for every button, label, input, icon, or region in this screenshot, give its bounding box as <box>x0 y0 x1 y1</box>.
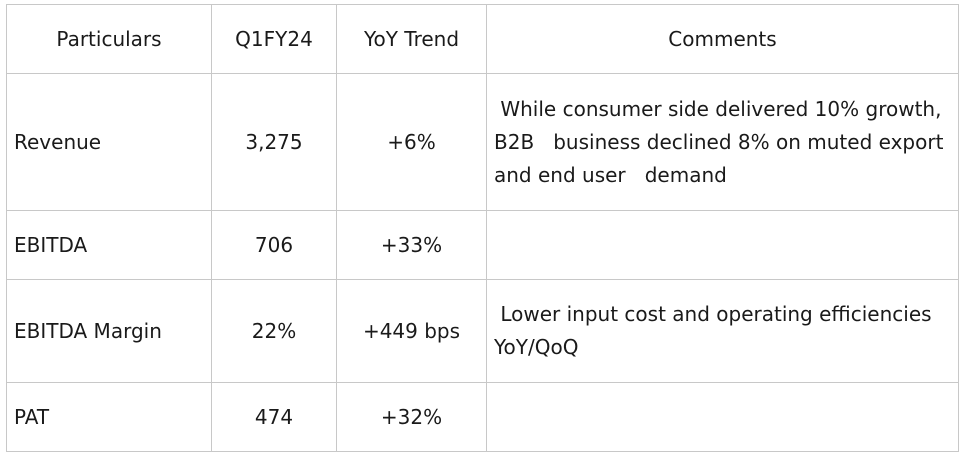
yoy-trend-value: +449 bps <box>362 318 461 343</box>
table-row-ebitda: EBITDA 706 +33% <box>6 210 959 280</box>
yoy-trend-value: +32% <box>380 404 443 429</box>
cell-yoy-trend: +449 bps <box>336 279 487 383</box>
cell-yoy-trend: +33% <box>336 210 487 280</box>
q1fy24-value: 22% <box>251 318 297 343</box>
yoy-trend-value: +33% <box>380 232 443 257</box>
header-particulars-label: Particulars <box>56 26 162 51</box>
table-row-ebitda-margin: EBITDA Margin 22% +449 bps Lower input c… <box>6 279 959 383</box>
table-header-row: Particulars Q1FY24 YoY Trend Comments <box>6 4 959 74</box>
particular-label: Revenue <box>14 129 102 154</box>
header-q1fy24: Q1FY24 <box>211 4 337 74</box>
cell-q1fy24: 3,275 <box>211 73 337 211</box>
comment-text: While consumer side delivered 10% growth… <box>494 96 950 187</box>
cell-q1fy24: 706 <box>211 210 337 280</box>
cell-particular: EBITDA Margin <box>6 279 212 383</box>
financial-results-table: Particulars Q1FY24 YoY Trend Comments Re… <box>6 4 959 452</box>
comment-text: Lower input cost and operating efficienc… <box>494 302 938 359</box>
q1fy24-value: 706 <box>254 232 294 257</box>
cell-q1fy24: 22% <box>211 279 337 383</box>
header-yoy-trend-label: YoY Trend <box>363 26 460 51</box>
q1fy24-value: 474 <box>254 404 294 429</box>
particular-label: EBITDA Margin <box>14 318 162 343</box>
yoy-trend-value: +6% <box>387 129 436 154</box>
particular-label: PAT <box>14 404 50 429</box>
cell-particular: PAT <box>6 382 212 452</box>
table-row-revenue: Revenue 3,275 +6% While consumer side de… <box>6 73 959 211</box>
header-particulars: Particulars <box>6 4 212 74</box>
header-comments: Comments <box>486 4 959 74</box>
cell-yoy-trend: +6% <box>336 73 487 211</box>
table-row-pat: PAT 474 +32% <box>6 382 959 452</box>
cell-comment: While consumer side delivered 10% growth… <box>486 73 959 211</box>
header-yoy-trend: YoY Trend <box>336 4 487 74</box>
cell-comment <box>486 382 959 452</box>
particular-label: EBITDA <box>14 232 88 257</box>
cell-yoy-trend: +32% <box>336 382 487 452</box>
q1fy24-value: 3,275 <box>245 129 303 154</box>
cell-particular: EBITDA <box>6 210 212 280</box>
cell-comment: Lower input cost and operating efficienc… <box>486 279 959 383</box>
header-comments-label: Comments <box>668 26 777 51</box>
cell-q1fy24: 474 <box>211 382 337 452</box>
header-q1fy24-label: Q1FY24 <box>235 26 313 51</box>
cell-comment <box>486 210 959 280</box>
cell-particular: Revenue <box>6 73 212 211</box>
